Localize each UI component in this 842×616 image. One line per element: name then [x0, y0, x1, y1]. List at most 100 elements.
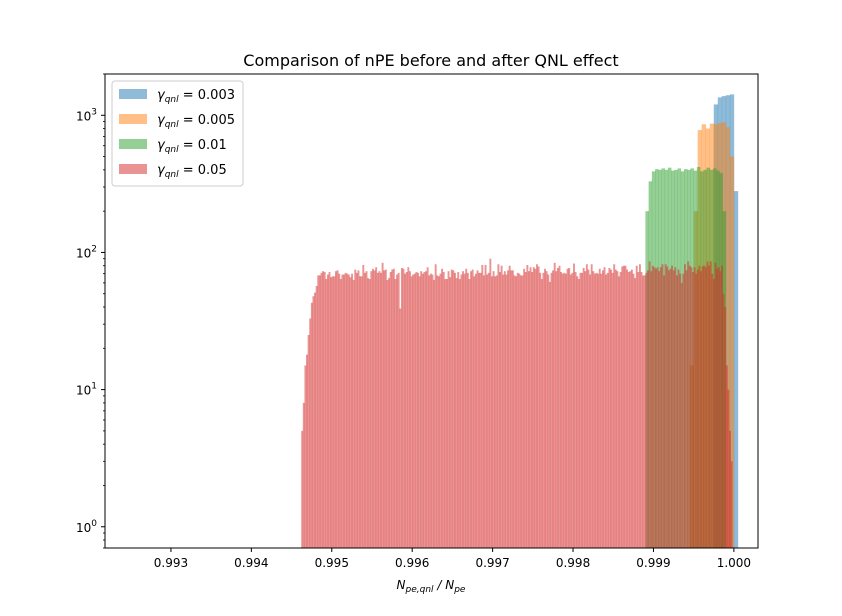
histogram-bar: [622, 265, 625, 548]
histogram-bar: [581, 272, 583, 548]
histogram-bar: [524, 272, 527, 548]
histogram-bar: [627, 272, 630, 548]
histogram-bar: [354, 269, 357, 548]
histogram-bar: [550, 272, 553, 548]
histogram-bar: [716, 268, 719, 548]
histogram-bar: [343, 274, 345, 548]
histogram-bar: [383, 270, 386, 548]
histogram-bar: [553, 262, 556, 548]
histogram-bar: [672, 270, 675, 548]
histogram-bar: [655, 268, 657, 548]
histogram-bar: [474, 273, 477, 548]
histogram-bar: [637, 272, 640, 548]
histogram-bar: [462, 271, 464, 548]
histogram-bar: [692, 272, 694, 548]
histogram-bar: [447, 271, 450, 548]
histogram-bar: [552, 270, 555, 548]
histogram-bar: [492, 271, 495, 548]
histogram-bar: [373, 270, 376, 548]
x-tick-label: 0.994: [234, 556, 268, 570]
histogram-bar: [309, 318, 312, 548]
histogram-bar: [696, 269, 699, 548]
histogram-bar: [640, 272, 643, 548]
histogram-bar: [439, 273, 442, 548]
histogram-bar: [365, 271, 368, 548]
histogram-bar: [677, 269, 680, 548]
histogram-bar: [634, 278, 637, 548]
histogram-bar: [336, 270, 339, 548]
histogram-bar: [491, 276, 493, 548]
histogram-bar: [590, 264, 593, 548]
histogram-bar: [544, 268, 546, 548]
histogram-bar: [521, 275, 524, 548]
histogram-bar: [420, 271, 423, 548]
x-axis: 0.993 0.994 0.995 0.996 0.997 0.998 0.999 1.000: [154, 548, 751, 570]
y-tick-label: 102: [76, 244, 97, 260]
histogram-bar: [484, 264, 487, 548]
histogram-bar: [523, 268, 526, 548]
y-tick-label: 100: [76, 519, 97, 535]
histogram-bar: [499, 272, 501, 548]
histogram-bar: [587, 269, 590, 548]
histogram-bar: [595, 272, 598, 548]
legend-swatch: [119, 89, 147, 99]
histogram-bar: [334, 271, 337, 548]
histogram-bar: [574, 272, 577, 548]
histogram-bar: [405, 272, 408, 548]
histogram-bar: [614, 269, 617, 548]
y-tick-label: 103: [76, 107, 97, 123]
histogram-bar: [558, 265, 561, 548]
histogram-bar: [396, 274, 399, 548]
histogram-bar: [370, 271, 373, 548]
histogram-bar: [542, 272, 545, 548]
histogram-bar: [487, 272, 490, 548]
histogram-bar: [384, 269, 387, 548]
histogram-bar: [391, 269, 394, 548]
histogram-bar: [650, 271, 653, 548]
histogram-bar: [328, 272, 331, 548]
histogram-bar: [667, 270, 670, 548]
histogram-bar: [466, 272, 469, 548]
histogram-bar: [380, 272, 382, 548]
histogram-bar: [659, 267, 662, 548]
histogram-bar: [621, 266, 624, 548]
histogram-bar: [626, 269, 629, 548]
legend-label: γqnl = 0.005: [157, 113, 235, 130]
histogram-bar: [400, 268, 403, 548]
histogram-bar: [725, 127, 731, 548]
x-axis-label: Npe,qnl / Npe: [397, 578, 466, 595]
histogram-bar: [388, 278, 390, 548]
histogram-bar: [408, 271, 411, 548]
histogram-bar: [688, 265, 691, 548]
histogram-bar: [661, 264, 664, 548]
histogram-bar: [360, 276, 363, 548]
histogram-bar: [425, 271, 427, 548]
histogram-bar: [315, 285, 318, 548]
histogram-bar: [357, 270, 360, 548]
histogram-bar: [601, 270, 604, 548]
histogram-bar: [302, 402, 305, 548]
histogram-bar: [486, 274, 489, 548]
histogram-bar: [569, 274, 572, 548]
histogram-bar: [658, 271, 661, 548]
histogram-bar: [511, 270, 514, 548]
histogram-bar: [709, 261, 712, 548]
histogram-bar: [445, 279, 448, 548]
histogram-bar: [434, 264, 437, 548]
histogram-bar: [510, 270, 513, 548]
histogram-bar: [656, 267, 659, 548]
histogram-bar: [318, 275, 321, 548]
legend-label: γqnl = 0.05: [157, 163, 227, 180]
histogram-bar: [306, 354, 308, 548]
histogram-bar: [536, 264, 538, 548]
histogram-bar: [359, 276, 362, 548]
histogram-bar: [333, 276, 336, 548]
x-tick-label: 0.995: [315, 556, 349, 570]
x-tick-label: 0.993: [154, 556, 188, 570]
legend-swatch: [119, 114, 147, 124]
histogram-bar: [338, 273, 341, 548]
legend-swatch: [119, 164, 147, 174]
histogram-bar: [397, 272, 400, 548]
x-tick-label: 0.996: [395, 556, 429, 570]
histogram-bar: [421, 273, 424, 548]
